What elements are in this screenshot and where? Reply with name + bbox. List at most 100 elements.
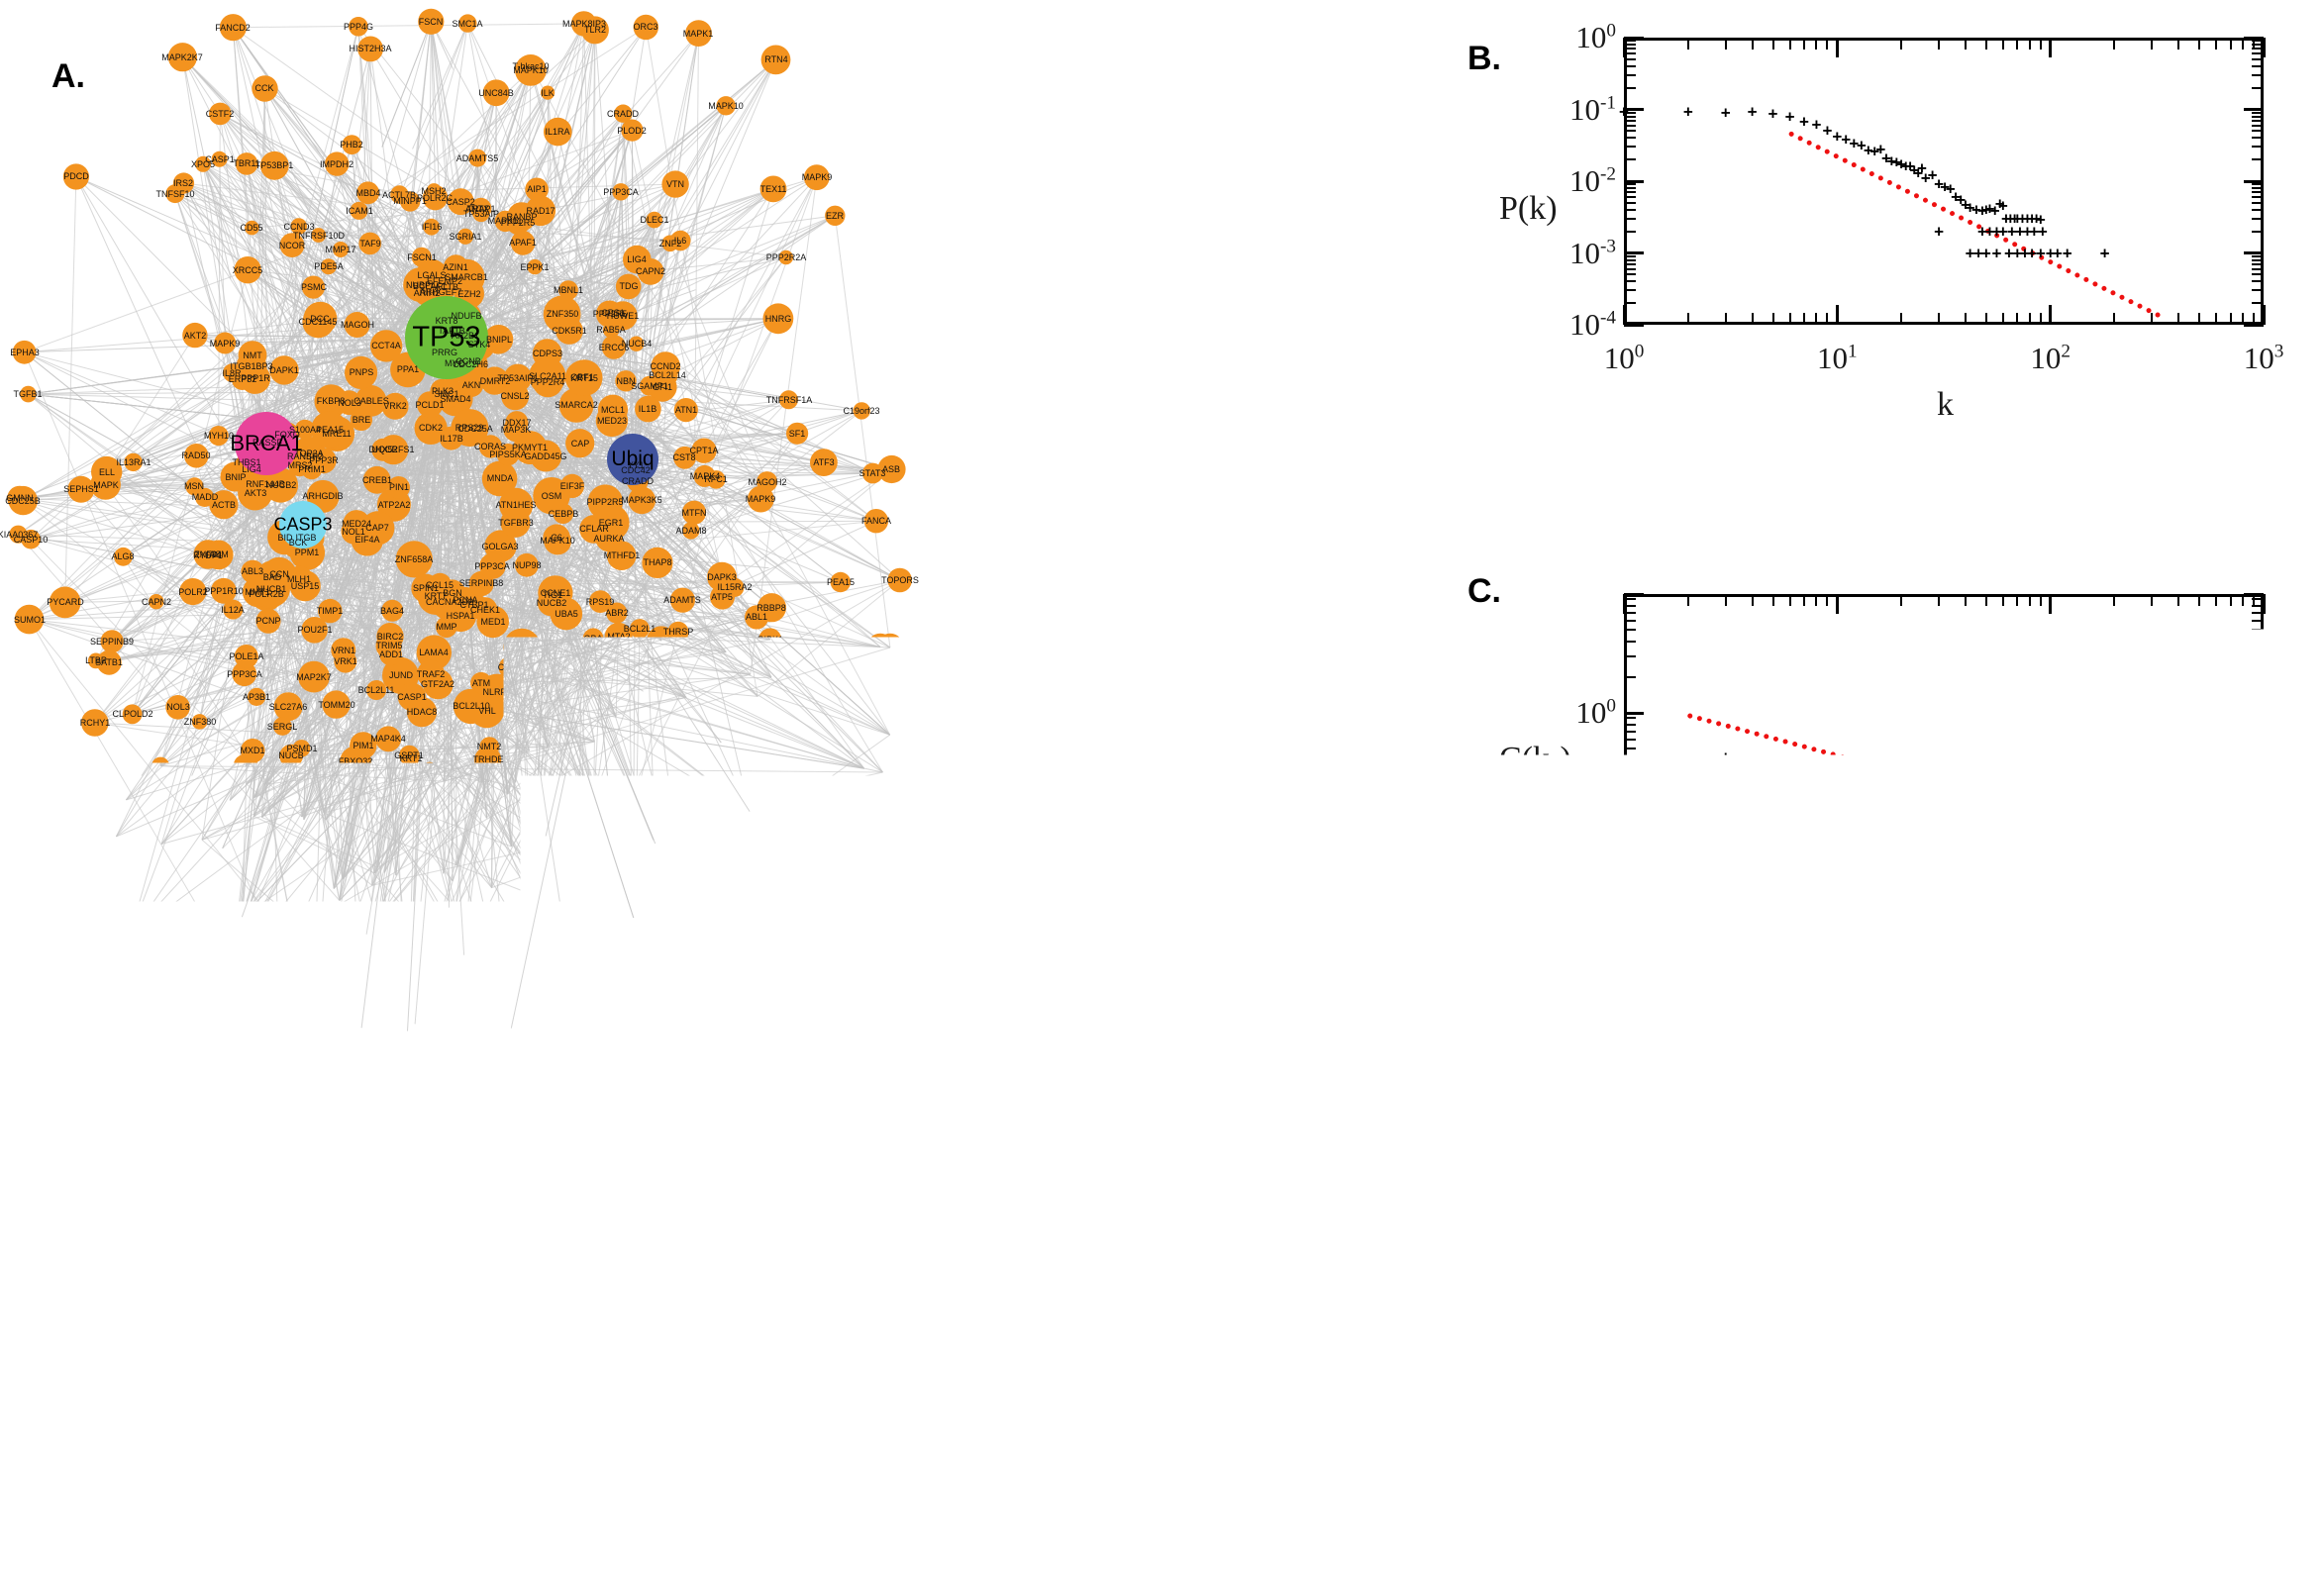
network-node-nonhub[interactable] bbox=[501, 382, 529, 410]
network-node-nonhub[interactable] bbox=[457, 229, 473, 245]
network-node-nonhub[interactable] bbox=[153, 836, 169, 851]
network-node-nonhub[interactable] bbox=[520, 55, 543, 78]
network-node-nonhub[interactable] bbox=[358, 233, 381, 255]
network-node-nonhub[interactable] bbox=[625, 1022, 641, 1038]
network-node-nonhub[interactable] bbox=[432, 379, 460, 408]
network-node-nonhub[interactable] bbox=[358, 927, 374, 943]
network-node-nonhub[interactable] bbox=[7, 486, 32, 511]
network-node-nonhub[interactable] bbox=[638, 258, 664, 285]
network-node-nonhub[interactable] bbox=[321, 258, 337, 274]
network-node-nonhub[interactable] bbox=[423, 219, 440, 236]
network-node-nonhub[interactable] bbox=[612, 183, 629, 200]
network-node-nonhub[interactable] bbox=[63, 163, 89, 189]
network-node-nonhub[interactable] bbox=[418, 9, 444, 35]
network-node-nonhub[interactable] bbox=[642, 548, 672, 578]
network-node-nonhub[interactable] bbox=[530, 717, 546, 733]
network-node-nonhub[interactable] bbox=[786, 423, 808, 445]
network-node-nonhub[interactable] bbox=[506, 773, 525, 792]
network-node-nonhub[interactable] bbox=[456, 948, 472, 963]
network-node-nonhub[interactable] bbox=[149, 594, 163, 609]
network-node-nonhub[interactable] bbox=[279, 745, 303, 768]
network-node-nonhub[interactable] bbox=[81, 709, 109, 737]
network-node-nonhub[interactable] bbox=[758, 663, 785, 691]
network-node-nonhub[interactable] bbox=[333, 242, 349, 257]
network-node-nonhub[interactable] bbox=[543, 524, 570, 551]
network-node-nonhub[interactable] bbox=[235, 256, 261, 283]
network-node-nonhub[interactable] bbox=[311, 448, 337, 473]
network-node-nonhub[interactable] bbox=[360, 511, 394, 545]
network-node-nonhub[interactable] bbox=[529, 357, 565, 394]
network-node-nonhub[interactable] bbox=[763, 303, 794, 334]
network-node-nonhub[interactable] bbox=[269, 355, 298, 384]
network-node-nonhub[interactable] bbox=[605, 623, 633, 650]
network-node-nonhub[interactable] bbox=[758, 628, 781, 650]
network-hub-node-brca1[interactable] bbox=[235, 412, 298, 475]
network-node-nonhub[interactable] bbox=[184, 444, 209, 468]
network-node-nonhub[interactable] bbox=[15, 605, 45, 635]
network-node-nonhub[interactable] bbox=[394, 1018, 420, 1044]
network-node-nonhub[interactable] bbox=[235, 645, 258, 668]
network-node-nonhub[interactable] bbox=[588, 484, 623, 519]
network-node-nonhub[interactable] bbox=[505, 684, 527, 706]
network-node-nonhub[interactable] bbox=[760, 176, 787, 203]
network-node-nonhub[interactable] bbox=[214, 333, 236, 354]
network-node-nonhub[interactable] bbox=[544, 296, 581, 334]
network-node-nonhub[interactable] bbox=[497, 444, 519, 465]
network-node-nonhub[interactable] bbox=[454, 689, 488, 724]
network-node-nonhub[interactable] bbox=[417, 660, 445, 688]
network-node-nonhub[interactable] bbox=[497, 1014, 526, 1043]
network-node-nonhub[interactable] bbox=[168, 43, 197, 71]
network-node-nonhub[interactable] bbox=[656, 365, 678, 387]
network-node-nonhub[interactable] bbox=[322, 690, 350, 718]
network-node-nonhub[interactable] bbox=[804, 164, 830, 190]
network-graph[interactable] bbox=[0, 0, 1446, 1596]
network-node-nonhub[interactable] bbox=[519, 741, 539, 760]
network-node-nonhub[interactable] bbox=[448, 188, 474, 215]
network-node-nonhub[interactable] bbox=[541, 86, 555, 100]
network-node-nonhub[interactable] bbox=[435, 865, 452, 882]
network-node-nonhub[interactable] bbox=[375, 726, 401, 751]
network-node-nonhub[interactable] bbox=[503, 417, 528, 442]
network-node-nonhub[interactable] bbox=[345, 356, 377, 389]
network-node-nonhub[interactable] bbox=[716, 96, 735, 115]
network-node-nonhub[interactable] bbox=[396, 541, 433, 577]
network-node-nonhub[interactable] bbox=[88, 653, 104, 669]
network-node-nonhub[interactable] bbox=[470, 672, 492, 694]
network-node-nonhub[interactable] bbox=[342, 135, 361, 154]
network-node-nonhub[interactable] bbox=[647, 212, 663, 229]
network-node-nonhub[interactable] bbox=[533, 477, 569, 514]
network-node-nonhub[interactable] bbox=[483, 79, 510, 106]
network-node-nonhub[interactable] bbox=[123, 704, 143, 724]
network-node-nonhub[interactable] bbox=[273, 717, 292, 736]
network-node-nonhub[interactable] bbox=[349, 17, 368, 37]
network-node-nonhub[interactable] bbox=[403, 267, 438, 302]
network-node-nonhub[interactable] bbox=[101, 630, 124, 652]
network-node-nonhub[interactable] bbox=[484, 325, 514, 354]
network-node-nonhub[interactable] bbox=[315, 809, 336, 830]
network-node-nonhub[interactable] bbox=[427, 183, 442, 198]
network-node-nonhub[interactable] bbox=[67, 476, 94, 503]
network-node-nonhub[interactable] bbox=[382, 393, 409, 420]
network-node-nonhub[interactable] bbox=[192, 714, 208, 730]
network-node-nonhub[interactable] bbox=[667, 622, 688, 643]
network-node-nonhub[interactable] bbox=[195, 156, 211, 172]
network-node-nonhub[interactable] bbox=[856, 759, 873, 777]
network-node-nonhub[interactable] bbox=[581, 16, 609, 44]
network-node-nonhub[interactable] bbox=[630, 619, 650, 639]
network-node-nonhub[interactable] bbox=[887, 568, 912, 593]
network-node-nonhub[interactable] bbox=[635, 396, 661, 423]
network-node-nonhub[interactable] bbox=[366, 680, 386, 700]
network-node-nonhub[interactable] bbox=[298, 661, 330, 693]
network-node-nonhub[interactable] bbox=[479, 875, 504, 900]
network-node-nonhub[interactable] bbox=[672, 906, 699, 933]
network-node-nonhub[interactable] bbox=[379, 644, 402, 666]
network-node-nonhub[interactable] bbox=[294, 809, 310, 825]
network-node-nonhub[interactable] bbox=[479, 553, 505, 579]
network-node-nonhub[interactable] bbox=[290, 218, 307, 235]
network-node-nonhub[interactable] bbox=[252, 570, 290, 608]
network-node-nonhub[interactable] bbox=[468, 150, 486, 167]
network-node-nonhub[interactable] bbox=[351, 202, 368, 220]
network-node-nonhub[interactable] bbox=[363, 466, 391, 494]
network-node-nonhub[interactable] bbox=[685, 20, 712, 47]
network-node-nonhub[interactable] bbox=[165, 695, 190, 720]
